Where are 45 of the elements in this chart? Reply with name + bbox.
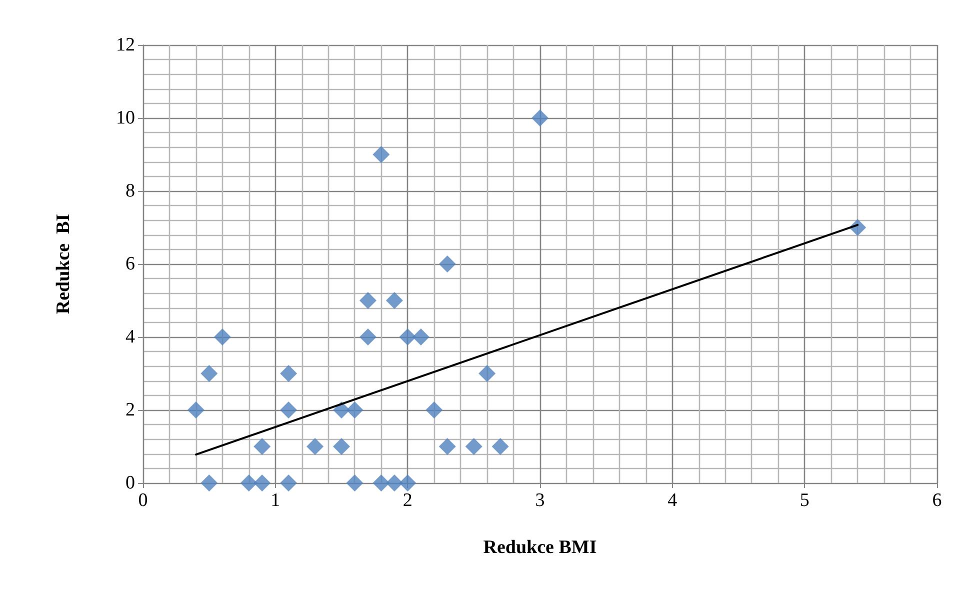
y-tick-label: 10 xyxy=(116,108,135,128)
point xyxy=(478,365,496,382)
point xyxy=(280,474,298,492)
x-tick-label: 5 xyxy=(800,490,810,511)
y-tick-label: 0 xyxy=(126,472,135,494)
point xyxy=(346,474,364,492)
point xyxy=(386,292,403,309)
point xyxy=(346,402,364,418)
point xyxy=(306,438,324,455)
point xyxy=(214,328,231,346)
point xyxy=(200,474,218,492)
point xyxy=(187,402,204,418)
point xyxy=(254,438,271,455)
point xyxy=(359,292,376,309)
x-tick-label: 4 xyxy=(668,490,678,511)
point xyxy=(333,438,350,455)
point xyxy=(386,474,403,492)
point xyxy=(438,438,456,455)
point xyxy=(426,402,443,418)
point xyxy=(240,474,258,492)
y-tick-label: 8 xyxy=(126,180,135,202)
point xyxy=(492,438,509,455)
point xyxy=(359,328,376,346)
y-tick-label: 12 xyxy=(116,34,135,56)
y-tick-label: 2 xyxy=(126,400,135,420)
x-axis-title: Redukce BMI xyxy=(483,537,597,558)
x-tick-label: 3 xyxy=(535,490,545,511)
point xyxy=(465,438,482,455)
y-tick-label: 4 xyxy=(126,326,136,348)
point xyxy=(532,110,548,126)
point xyxy=(412,328,430,346)
y-axis-title: Redukce BI xyxy=(53,214,74,314)
point xyxy=(399,474,416,492)
point xyxy=(399,328,416,346)
point xyxy=(280,365,298,382)
point xyxy=(280,402,298,418)
x-tick-label: 1 xyxy=(270,490,280,511)
point xyxy=(372,474,390,492)
y-tick-label: 6 xyxy=(126,254,135,274)
x-tick-label: 2 xyxy=(402,490,412,511)
x-tick-label: 6 xyxy=(932,490,942,511)
point xyxy=(372,146,390,163)
point xyxy=(254,474,271,492)
point xyxy=(438,256,456,272)
point xyxy=(200,365,218,382)
